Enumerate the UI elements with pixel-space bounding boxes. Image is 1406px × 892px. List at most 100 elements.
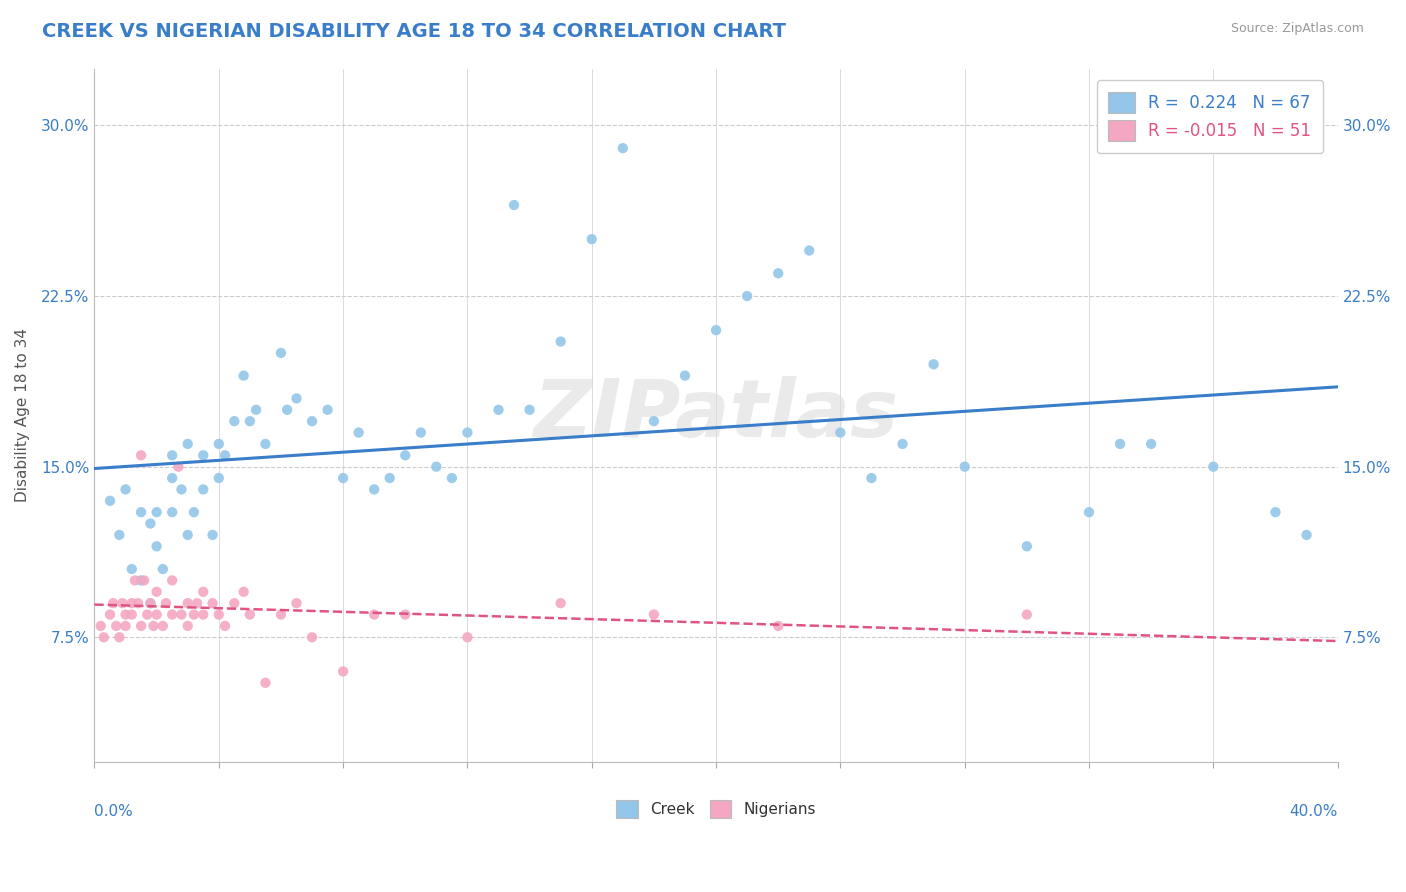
Point bbox=[1140, 437, 1163, 451]
Point bbox=[177, 596, 200, 610]
Point bbox=[121, 562, 143, 576]
Point bbox=[301, 630, 323, 644]
Point bbox=[922, 357, 945, 371]
Point bbox=[93, 630, 115, 644]
Point bbox=[127, 596, 149, 610]
Point bbox=[152, 562, 174, 576]
Point bbox=[519, 402, 541, 417]
Point bbox=[394, 607, 416, 622]
Point bbox=[224, 596, 246, 610]
Point bbox=[239, 607, 262, 622]
Point bbox=[139, 596, 162, 610]
Point bbox=[766, 266, 789, 280]
Point bbox=[232, 368, 254, 383]
Point bbox=[170, 483, 193, 497]
Point bbox=[316, 402, 339, 417]
Point bbox=[139, 596, 162, 610]
Point bbox=[152, 619, 174, 633]
Point bbox=[186, 596, 208, 610]
Text: 0.0%: 0.0% bbox=[94, 804, 134, 819]
Point bbox=[201, 528, 224, 542]
Point bbox=[830, 425, 852, 440]
Point bbox=[704, 323, 727, 337]
Point bbox=[129, 448, 152, 462]
Point bbox=[98, 493, 121, 508]
Point bbox=[224, 414, 246, 428]
Point bbox=[332, 471, 354, 485]
Point bbox=[114, 483, 136, 497]
Point bbox=[101, 596, 124, 610]
Point bbox=[201, 596, 224, 610]
Point bbox=[142, 619, 165, 633]
Point bbox=[550, 596, 572, 610]
Point bbox=[170, 607, 193, 622]
Point bbox=[270, 346, 292, 360]
Point bbox=[425, 459, 447, 474]
Point bbox=[160, 574, 183, 588]
Legend: Creek, Nigerians: Creek, Nigerians bbox=[610, 794, 823, 824]
Point bbox=[612, 141, 634, 155]
Point bbox=[1202, 459, 1225, 474]
Point bbox=[121, 596, 143, 610]
Point bbox=[177, 619, 200, 633]
Point bbox=[129, 619, 152, 633]
Point bbox=[145, 539, 167, 553]
Point bbox=[139, 516, 162, 531]
Point bbox=[160, 471, 183, 485]
Point bbox=[183, 505, 205, 519]
Point bbox=[394, 448, 416, 462]
Point bbox=[1015, 539, 1038, 553]
Point bbox=[90, 619, 112, 633]
Point bbox=[488, 402, 510, 417]
Point bbox=[860, 471, 883, 485]
Y-axis label: Disability Age 18 to 34: Disability Age 18 to 34 bbox=[15, 328, 30, 502]
Point bbox=[145, 584, 167, 599]
Point bbox=[111, 596, 134, 610]
Point bbox=[1264, 505, 1286, 519]
Point bbox=[232, 584, 254, 599]
Point bbox=[332, 665, 354, 679]
Point bbox=[643, 607, 665, 622]
Point bbox=[214, 448, 236, 462]
Point bbox=[177, 437, 200, 451]
Point bbox=[440, 471, 463, 485]
Point bbox=[550, 334, 572, 349]
Point bbox=[160, 607, 183, 622]
Text: CREEK VS NIGERIAN DISABILITY AGE 18 TO 34 CORRELATION CHART: CREEK VS NIGERIAN DISABILITY AGE 18 TO 3… bbox=[42, 22, 786, 41]
Point bbox=[129, 505, 152, 519]
Point bbox=[121, 607, 143, 622]
Point bbox=[378, 471, 401, 485]
Point bbox=[167, 459, 190, 474]
Point bbox=[193, 607, 215, 622]
Point bbox=[285, 392, 308, 406]
Point bbox=[183, 607, 205, 622]
Point bbox=[160, 505, 183, 519]
Point bbox=[245, 402, 267, 417]
Point bbox=[953, 459, 976, 474]
Point bbox=[155, 596, 177, 610]
Point bbox=[363, 607, 385, 622]
Point bbox=[129, 574, 152, 588]
Point bbox=[114, 607, 136, 622]
Point bbox=[1295, 528, 1317, 542]
Point bbox=[254, 675, 277, 690]
Point bbox=[347, 425, 370, 440]
Point bbox=[254, 437, 277, 451]
Point bbox=[145, 607, 167, 622]
Point bbox=[177, 528, 200, 542]
Point bbox=[134, 574, 156, 588]
Point bbox=[124, 574, 146, 588]
Text: 40.0%: 40.0% bbox=[1289, 804, 1337, 819]
Point bbox=[114, 619, 136, 633]
Point bbox=[456, 630, 478, 644]
Text: Source: ZipAtlas.com: Source: ZipAtlas.com bbox=[1230, 22, 1364, 36]
Point bbox=[193, 448, 215, 462]
Point bbox=[456, 425, 478, 440]
Point bbox=[239, 414, 262, 428]
Point bbox=[98, 607, 121, 622]
Point bbox=[799, 244, 821, 258]
Point bbox=[673, 368, 696, 383]
Point bbox=[105, 619, 128, 633]
Text: ZIPatlas: ZIPatlas bbox=[533, 376, 898, 455]
Point bbox=[193, 584, 215, 599]
